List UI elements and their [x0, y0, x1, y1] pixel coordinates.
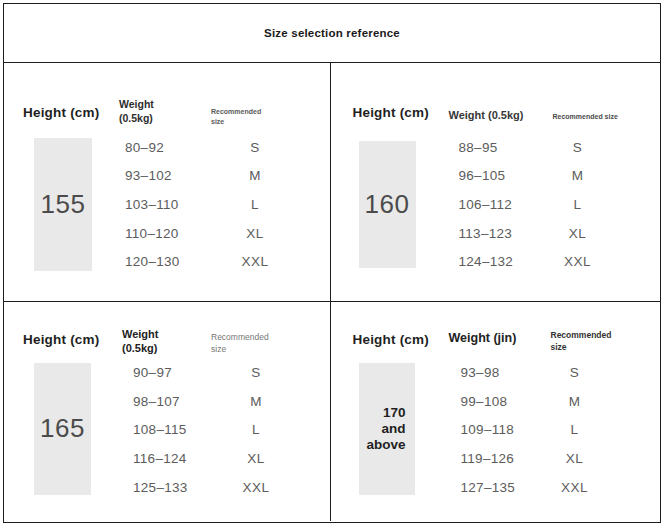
- recommended-size: L: [552, 422, 598, 437]
- weight-header-line: (0.5kg): [119, 112, 154, 126]
- height-column-header: Height (cm): [23, 105, 99, 120]
- size-row: 127–135 XXL: [331, 473, 661, 502]
- recommended-size: S: [555, 140, 601, 155]
- size-row: 93–98 S: [331, 359, 661, 388]
- size-rows: 90–97 S 98–107 M 108–115 L 116–124 XL 12…: [4, 359, 330, 502]
- size-row: 109–118 L: [331, 416, 661, 445]
- size-rows: 93–98 S 99–108 M 109–118 L 119–126 XL 12…: [331, 359, 661, 502]
- weight-range: 103–110: [125, 197, 203, 212]
- size-panel-160: Height (cm) Weight (0.5kg) Recommended s…: [331, 63, 661, 302]
- weight-range: 120–130: [125, 254, 203, 269]
- recommended-size: XXL: [555, 254, 601, 269]
- size-panel-165: Height (cm) Weight (0.5kg) Recommended s…: [4, 302, 331, 522]
- recommended-size: XL: [232, 226, 278, 241]
- recommended-size: XL: [555, 226, 601, 241]
- size-row: 103–110 L: [4, 190, 330, 219]
- recommended-size: L: [233, 422, 279, 437]
- recommended-size: XXL: [233, 480, 279, 495]
- height-column-header: Height (cm): [353, 105, 429, 120]
- recommended-size: XXL: [232, 254, 278, 269]
- weight-header-line: (0.5kg): [122, 341, 158, 355]
- recommended-size: M: [552, 394, 598, 409]
- size-rows: 88–95 S 96–105 M 106–112 L 113–123 XL 12…: [331, 133, 661, 276]
- size-row: 98–107 M: [4, 387, 330, 416]
- weight-range: 108–115: [133, 422, 211, 437]
- recommended-size: L: [555, 197, 601, 212]
- recommended-header-line: Recommended: [211, 107, 261, 117]
- weight-column-header: Weight (0.5kg): [119, 98, 154, 125]
- weight-header-line: Weight: [122, 327, 158, 341]
- size-panel-170-and-above: Height (cm) Weight (jin) Recommended siz…: [331, 302, 661, 522]
- height-column-header: Height (cm): [353, 332, 429, 347]
- weight-range: 109–118: [461, 422, 539, 437]
- chart-title-bar: Size selection reference: [4, 4, 660, 63]
- weight-range: 98–107: [133, 394, 211, 409]
- recommended-header-line: size: [211, 343, 269, 355]
- weight-range: 113–123: [459, 226, 537, 241]
- recommended-header-line: size: [211, 117, 261, 127]
- weight-range: 116–124: [133, 451, 211, 466]
- weight-range: 99–108: [461, 394, 539, 409]
- recommended-size-column-header: Recommended size: [551, 329, 612, 353]
- size-row: 124–132 XXL: [331, 247, 661, 276]
- size-row: 116–124 XL: [4, 444, 330, 473]
- recommended-size: S: [552, 365, 598, 380]
- weight-range: 110–120: [125, 226, 203, 241]
- size-row: 113–123 XL: [331, 219, 661, 248]
- weight-range: 106–112: [459, 197, 537, 212]
- weight-range: 119–126: [461, 451, 539, 466]
- size-rows: 80–92 S 93–102 M 103–110 L 110–120 XL 12…: [4, 133, 330, 276]
- recommended-size: XXL: [552, 480, 598, 495]
- recommended-header-line: size: [551, 341, 612, 353]
- weight-range: 93–98: [461, 365, 539, 380]
- weight-range: 80–92: [125, 140, 203, 155]
- recommended-size-column-header: Recommended size: [211, 331, 269, 355]
- recommended-size: L: [232, 197, 278, 212]
- height-column-header: Height (cm): [23, 332, 99, 347]
- recommended-header-line: Recommended: [211, 331, 269, 343]
- recommended-size: S: [233, 365, 279, 380]
- size-row: 96–105 M: [331, 162, 661, 191]
- recommended-size: M: [555, 168, 601, 183]
- size-row: 108–115 L: [4, 416, 330, 445]
- recommended-size: XL: [233, 451, 279, 466]
- size-row: 119–126 XL: [331, 444, 661, 473]
- size-chart-grid: Height (cm) Weight (0.5kg) Recommended s…: [4, 63, 660, 521]
- size-row: 125–133 XXL: [4, 473, 330, 502]
- recommended-header-line: Recommended: [551, 329, 612, 341]
- weight-range: 96–105: [459, 168, 537, 183]
- weight-header-line: Weight: [119, 98, 154, 112]
- size-chart-frame: Size selection reference Height (cm) Wei…: [3, 3, 661, 523]
- weight-range: 93–102: [125, 168, 203, 183]
- size-row: 99–108 M: [331, 387, 661, 416]
- recommended-size: XL: [552, 451, 598, 466]
- recommended-size-column-header: Recommended size: [211, 107, 261, 126]
- size-row: 88–95 S: [331, 133, 661, 162]
- weight-column-header: Weight (0.5kg): [122, 327, 158, 355]
- recommended-size: S: [232, 140, 278, 155]
- weight-range: 124–132: [459, 254, 537, 269]
- recommended-size: M: [232, 168, 278, 183]
- chart-title: Size selection reference: [264, 27, 400, 39]
- weight-column-header: Weight (0.5kg): [449, 109, 524, 121]
- weight-range: 90–97: [133, 365, 211, 380]
- weight-range: 125–133: [133, 480, 211, 495]
- weight-range: 88–95: [459, 140, 537, 155]
- recommended-size-column-header: Recommended size: [553, 113, 618, 120]
- size-row: 106–112 L: [331, 190, 661, 219]
- weight-range: 127–135: [461, 480, 539, 495]
- size-row: 110–120 XL: [4, 219, 330, 248]
- recommended-size: M: [233, 394, 279, 409]
- size-row: 120–130 XXL: [4, 247, 330, 276]
- size-row: 90–97 S: [4, 359, 330, 388]
- size-row: 80–92 S: [4, 133, 330, 162]
- weight-column-header: Weight (jin): [449, 331, 517, 345]
- size-row: 93–102 M: [4, 162, 330, 191]
- size-panel-155: Height (cm) Weight (0.5kg) Recommended s…: [4, 63, 331, 302]
